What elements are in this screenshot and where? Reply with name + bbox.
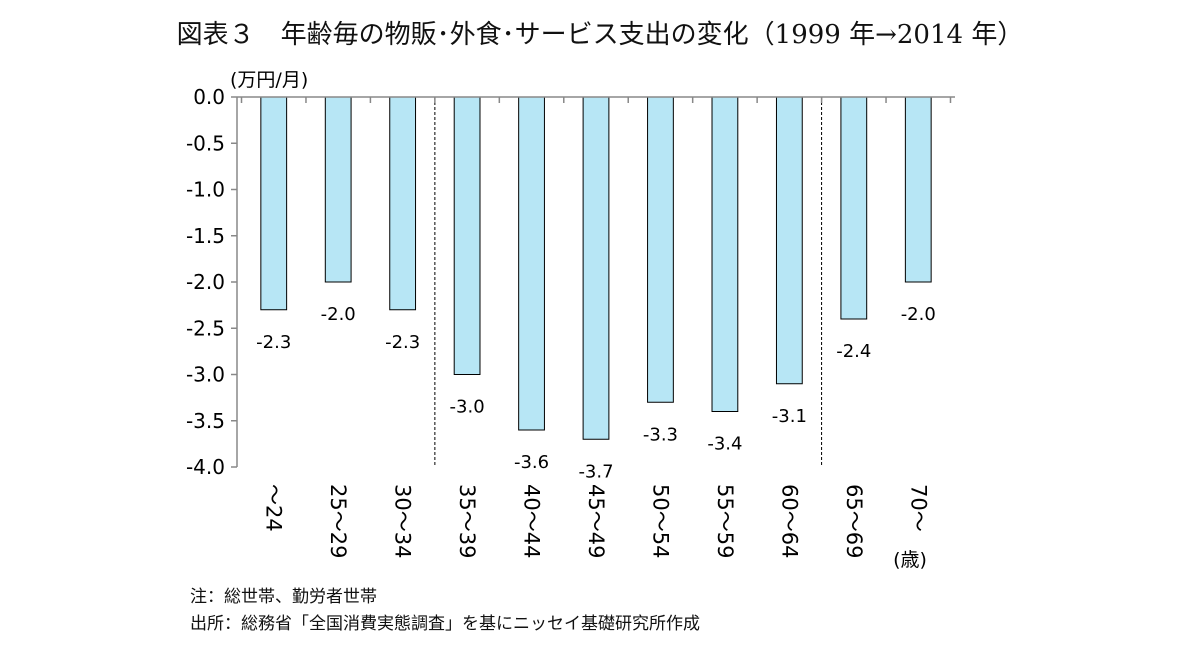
bar-10 xyxy=(840,96,868,320)
bar-11 xyxy=(904,96,932,283)
data-label: -3.3 xyxy=(643,424,678,445)
data-label: -3.4 xyxy=(707,434,742,455)
data-label: -3.7 xyxy=(578,461,613,482)
data-labels: -2.3 -2.0 -2.3 -3.0 -3.6 -3.7 -3.3 -3.4 -3.1 -2.4… xyxy=(256,304,936,482)
x-tick-label: 25～29 xyxy=(326,484,350,558)
bar-4 xyxy=(453,96,481,375)
y-tick-labels: 0.0 -0.5 -1.0 -1.5 -2.0 -2.5 -3.0 -3.5 -4.0 xyxy=(186,85,225,479)
data-label: -2.0 xyxy=(321,304,356,325)
x-tick-label: 40～44 xyxy=(520,484,544,558)
x-axis-unit-label: (歳) xyxy=(893,549,927,571)
bar-3 xyxy=(389,96,417,311)
x-tick-label: 60～64 xyxy=(777,484,801,558)
data-label: -3.1 xyxy=(772,406,807,427)
bar-6 xyxy=(582,96,610,440)
x-tick-label: ～24 xyxy=(262,484,286,532)
bar-1 xyxy=(260,96,288,311)
bar-2 xyxy=(324,96,352,283)
y-tick-label: 0.0 xyxy=(193,85,225,109)
x-tick-labels: ～24 25～29 30～34 35～39 40～44 45～49 50～54 55～59 60… xyxy=(262,484,931,558)
y-tick-label: -2.0 xyxy=(186,270,225,294)
chart-note: 注：総世帯、勤労者世帯 xyxy=(190,587,377,607)
data-label: -3.0 xyxy=(450,397,485,418)
data-label: -2.3 xyxy=(256,332,291,353)
chart-source: 出所：総務省「全国消費実態調査」を基にニッセイ基礎研究所作成 xyxy=(190,614,700,634)
x-tick-label: 55～59 xyxy=(713,484,737,558)
y-tick-label: -3.5 xyxy=(186,409,225,433)
data-label: -2.4 xyxy=(836,341,871,362)
group-dividers xyxy=(434,97,823,467)
x-tick-label: 70～ xyxy=(906,484,930,532)
data-label: -2.0 xyxy=(901,304,936,325)
bar-9 xyxy=(775,96,803,385)
x-tick-label: 65～69 xyxy=(842,484,866,558)
y-axis-unit-label: (万円/月) xyxy=(230,69,308,91)
y-tick-label: -2.5 xyxy=(186,316,225,340)
y-tick-label: -0.5 xyxy=(186,131,225,155)
x-tick-label: 30～34 xyxy=(391,484,415,558)
y-tick-label: -3.0 xyxy=(186,363,225,387)
axes-group xyxy=(231,96,955,468)
x-tick-label: 35～39 xyxy=(455,484,479,558)
bar-5 xyxy=(518,96,545,431)
y-tick-label: -4.0 xyxy=(186,455,225,479)
x-tick-label: 45～49 xyxy=(584,484,608,558)
data-label: -2.3 xyxy=(385,332,420,353)
chart-title: 図表３ 年齢毎の物販･外食･サービス支出の変化（1999 年→2014 年） xyxy=(176,20,1024,50)
y-tick-label: -1.0 xyxy=(186,178,225,202)
x-tick-label: 50～54 xyxy=(648,484,672,558)
bar-7 xyxy=(647,96,674,403)
data-label: -3.6 xyxy=(514,452,549,473)
y-tick-label: -1.5 xyxy=(186,224,225,248)
bars-group xyxy=(260,96,932,440)
bar-8 xyxy=(711,96,739,412)
